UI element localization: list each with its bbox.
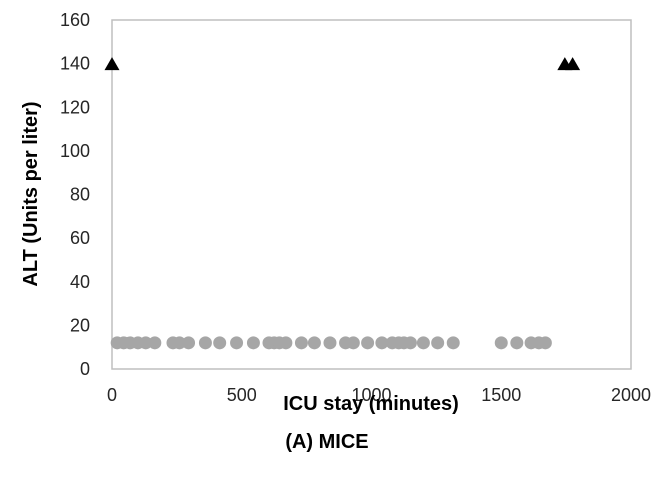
y-axis-ticks: 0 20 40 60 80 100 120 140 160	[60, 10, 90, 379]
x-axis-ticks: 0 500 1000 1500 2000	[107, 385, 651, 405]
data-point-circle	[279, 336, 293, 350]
y-tick-label: 60	[70, 228, 90, 248]
data-point-circle	[139, 336, 153, 350]
chart-caption: (A) MICE	[285, 431, 368, 453]
x-tick-label: 0	[107, 385, 117, 405]
data-point-circle	[307, 336, 321, 350]
data-point-circle	[510, 336, 524, 350]
data-point-triangle	[565, 57, 581, 71]
y-tick-label: 20	[70, 315, 90, 335]
data-point-circle	[198, 336, 212, 350]
data-point-circle	[375, 336, 389, 350]
y-tick-label: 140	[60, 54, 90, 74]
data-point-circle	[494, 336, 508, 350]
data-point-circle	[431, 336, 445, 350]
data-point-circle	[246, 336, 260, 350]
data-point-circle	[323, 336, 337, 350]
x-tick-label: 1500	[481, 385, 521, 405]
y-tick-label: 100	[60, 141, 90, 161]
data-point-circle	[361, 336, 375, 350]
data-point-circle	[346, 336, 360, 350]
data-point-circle	[403, 336, 417, 350]
y-tick-label: 160	[60, 10, 90, 30]
data-point-circle	[148, 336, 162, 350]
data-point-circle	[172, 336, 186, 350]
y-tick-label: 40	[70, 272, 90, 292]
y-axis-title: ALT (Units per liter)	[20, 101, 42, 286]
plot-area-frame	[111, 19, 632, 370]
data-point-circle	[538, 336, 552, 350]
x-tick-label: 500	[227, 385, 257, 405]
y-tick-label: 0	[80, 359, 90, 379]
x-axis-title: ICU stay (minutes)	[283, 393, 459, 415]
data-point-triangle	[104, 57, 120, 71]
data-point-circle	[294, 336, 308, 350]
data-point-circle	[182, 336, 196, 350]
data-point-circle	[213, 336, 227, 350]
data-points	[104, 57, 581, 350]
x-tick-label: 1000	[351, 385, 391, 405]
data-point-circle	[446, 336, 460, 350]
y-tick-label: 80	[70, 185, 90, 205]
y-tick-label: 120	[60, 97, 90, 117]
data-point-circle	[416, 336, 430, 350]
data-point-circle	[230, 336, 244, 350]
x-tick-label: 2000	[611, 385, 651, 405]
